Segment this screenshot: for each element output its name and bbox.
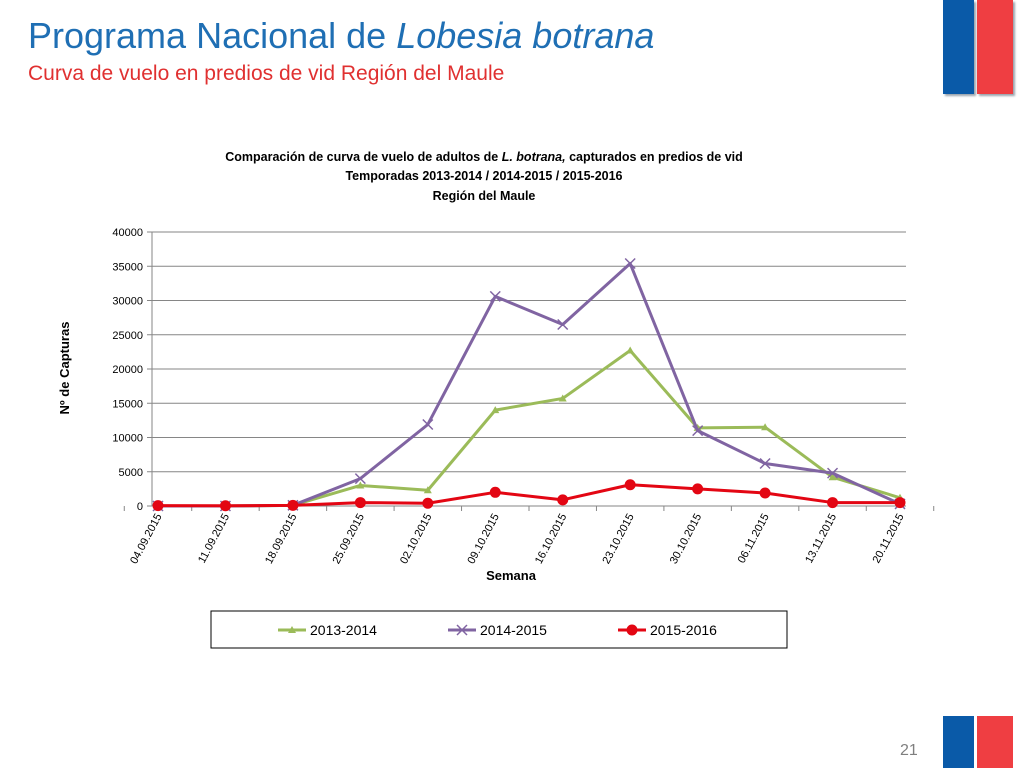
x-tick-label: 11.09.2015 <box>196 512 232 566</box>
chart-title-line-2: Temporadas 2013-2014 / 2014-2015 / 2015-… <box>345 169 622 183</box>
data-point <box>491 406 500 414</box>
data-point <box>626 624 638 636</box>
data-point <box>759 487 771 499</box>
series-line <box>158 262 901 508</box>
data-point <box>761 423 770 431</box>
series-line <box>158 349 901 508</box>
data-point <box>557 318 569 331</box>
chart-title-line-1: Comparación de curva de vuelo de adultos… <box>225 150 743 164</box>
page-number: 21 <box>900 742 918 759</box>
legend-box <box>210 610 788 649</box>
legend-item-2014-2015: 2014-2015 <box>448 622 547 638</box>
y-tick-label: 35000 <box>112 261 143 273</box>
x-tick-label: 20.11.2015 <box>871 512 907 566</box>
gridlines <box>151 231 906 507</box>
chart-title: Comparación de curva de vuelo de adultos… <box>225 150 743 203</box>
series-2015-2016 <box>152 479 906 512</box>
data-point <box>354 473 366 485</box>
x-tick-label: 02.10.2015 <box>398 512 434 566</box>
x-axis-ticks: 04.09.2015 11.09.2015 18.09.2015 25.09.2015… <box>123 506 935 566</box>
series-lines <box>152 257 906 512</box>
x-tick-label: 06.11.2015 <box>736 512 772 566</box>
y-tick-label: 20000 <box>112 364 143 376</box>
x-tick-label: 13.11.2015 <box>803 512 839 566</box>
y-tick-label: 30000 <box>112 296 143 308</box>
data-point <box>692 483 704 495</box>
data-point <box>489 486 501 498</box>
legend: 2013-2014 2014-2015 2015-2016 <box>278 622 717 638</box>
y-tick-label: 15000 <box>112 398 143 410</box>
series-2013-2014 <box>154 346 904 509</box>
y-tick-label: 40000 <box>112 227 143 239</box>
data-point <box>827 467 839 479</box>
y-axis-ticks: 0 5000 10000 15000 20000 25000 30000 35000 40000 <box>112 227 152 513</box>
data-point <box>423 486 432 494</box>
flag-decoration-top <box>940 0 1016 98</box>
y-tick-label: 25000 <box>112 330 143 342</box>
data-point <box>827 497 839 509</box>
y-axis-title: Nº de Capturas <box>57 322 72 415</box>
flag-decoration-bottom <box>940 714 1016 768</box>
data-point <box>692 425 704 437</box>
x-tick-label: 23.10.2015 <box>600 512 636 566</box>
data-point <box>456 624 468 636</box>
data-point <box>624 257 636 270</box>
slide-title: Programa Nacional de Lobesia botrana <box>28 14 654 58</box>
x-tick-label: 09.10.2015 <box>465 512 501 566</box>
legend-label: 2013-2014 <box>310 622 377 638</box>
x-tick-label: 30.10.2015 <box>668 512 704 566</box>
data-point <box>558 394 567 402</box>
chart-title-line-3: Región del Maule <box>433 189 536 203</box>
series-2014-2015 <box>152 257 906 512</box>
data-point <box>288 626 296 633</box>
legend-item-2015-2016: 2015-2016 <box>618 622 717 638</box>
x-tick-label: 16.10.2015 <box>533 512 569 566</box>
data-point <box>422 418 434 431</box>
legend-item-2013-2014: 2013-2014 <box>278 622 377 638</box>
data-point <box>626 346 635 354</box>
data-point <box>759 457 771 470</box>
flag-red-band <box>977 716 1013 768</box>
data-point <box>287 499 299 511</box>
x-tick-label: 18.09.2015 <box>263 512 299 566</box>
data-point <box>489 290 501 302</box>
data-point <box>828 473 837 481</box>
x-tick-label: 25.09.2015 <box>331 512 367 566</box>
data-point <box>219 500 231 512</box>
y-tick-label: 0 <box>137 501 143 513</box>
flag-blue-band <box>943 0 974 94</box>
data-point <box>152 500 164 512</box>
slide-title-species: Lobesia botrana <box>396 15 655 56</box>
data-point <box>422 497 434 509</box>
x-axis-title: Semana <box>486 568 537 583</box>
data-point <box>894 497 906 509</box>
legend-label: 2015-2016 <box>650 622 717 638</box>
series-line <box>157 483 900 508</box>
slide-subtitle: Curva de vuelo en predios de vid Región … <box>28 62 505 85</box>
flag-red-band <box>977 0 1013 94</box>
legend-label: 2014-2015 <box>480 622 547 638</box>
data-point <box>624 479 636 491</box>
flag-blue-band <box>943 716 974 768</box>
x-tick-label: 04.09.2015 <box>128 512 164 566</box>
y-tick-label: 10000 <box>112 433 143 445</box>
slide-title-text: Programa Nacional de <box>28 15 397 56</box>
data-point <box>356 481 365 489</box>
data-point <box>354 497 366 509</box>
y-tick-label: 5000 <box>119 467 143 479</box>
data-point <box>557 494 569 506</box>
